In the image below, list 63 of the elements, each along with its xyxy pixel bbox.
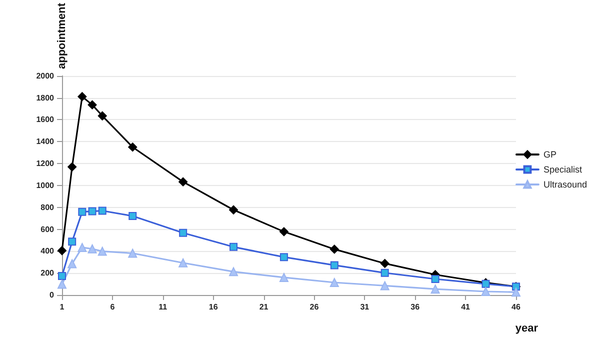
point [68, 238, 76, 246]
point [330, 244, 339, 254]
point [229, 267, 238, 276]
point [78, 242, 87, 252]
y-tick-label: 0 [50, 290, 55, 300]
y-tick-label: 800 [40, 202, 55, 212]
point [128, 212, 137, 220]
point [58, 280, 66, 289]
point [230, 242, 238, 251]
point [512, 288, 520, 297]
x-tick-label: 46 [512, 302, 521, 312]
x-axis-title: year [515, 322, 539, 334]
y-tick-label: 1800 [36, 93, 55, 102]
y-tick-label: 1400 [36, 137, 55, 146]
point [128, 142, 138, 152]
x-tick-label: 21 [259, 302, 269, 312]
point [330, 261, 338, 270]
point [78, 92, 87, 102]
x-tick-label: 41 [461, 302, 471, 312]
legend-label: GP [543, 150, 556, 160]
point [430, 284, 440, 294]
point [279, 272, 288, 282]
point [431, 275, 440, 284]
point [380, 281, 390, 290]
x-tick-label: 36 [410, 302, 420, 312]
x-tick-label: 26 [310, 302, 320, 312]
y-tick-label: 1200 [36, 159, 55, 168]
legend-label: Ultrasound [543, 180, 588, 190]
x-tick-label: 31 [360, 302, 370, 312]
point [229, 205, 238, 214]
point [178, 258, 188, 268]
legend-label: Specialist [543, 164, 582, 174]
x-tick-label: 16 [208, 302, 218, 312]
point [68, 259, 77, 268]
y-tick-label: 1000 [36, 180, 55, 190]
point [58, 272, 66, 280]
point [88, 207, 96, 216]
point [98, 111, 107, 120]
point [330, 278, 339, 288]
point [280, 253, 288, 262]
point [380, 268, 389, 277]
point [78, 208, 86, 216]
x-tick-label: 1 [60, 302, 65, 312]
y-tick-label: 1600 [36, 115, 55, 124]
point [481, 286, 490, 296]
point [58, 246, 66, 256]
point [279, 227, 288, 236]
point [98, 206, 106, 215]
point [179, 228, 188, 237]
point [380, 258, 390, 268]
point [88, 244, 97, 254]
point [128, 248, 138, 258]
y-axis-title: appointment [56, 2, 68, 69]
y-tick-label: 400 [40, 246, 55, 256]
point [178, 177, 188, 186]
x-tick-label: 6 [110, 302, 116, 312]
y-tick-label: 600 [40, 224, 55, 234]
y-tick-label: 200 [40, 268, 55, 278]
point [68, 162, 77, 172]
x-tick-label: 11 [158, 302, 168, 312]
y-tick-label: 2000 [36, 71, 55, 80]
point [98, 246, 107, 256]
point [88, 100, 97, 110]
